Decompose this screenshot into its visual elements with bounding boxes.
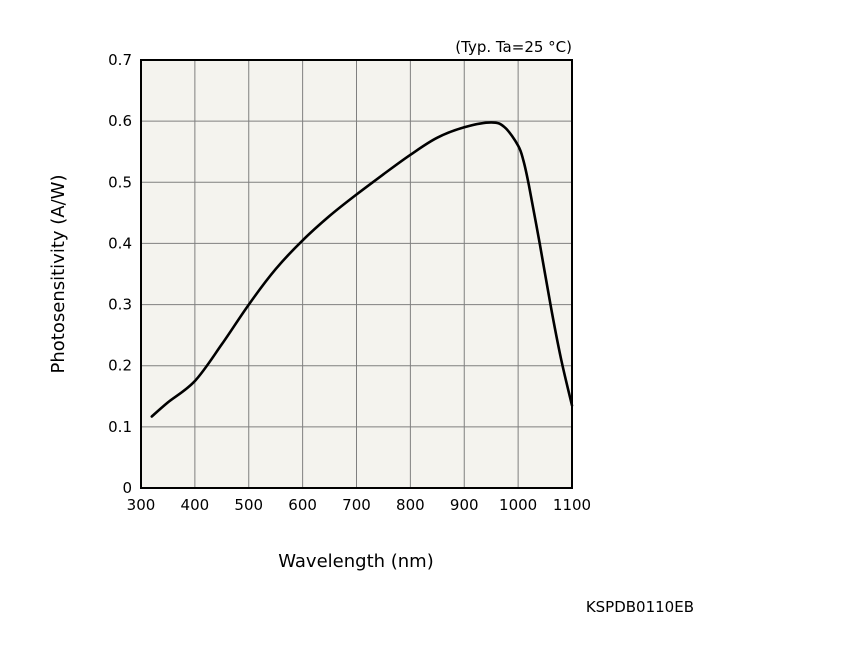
x-tick-label: 400	[181, 496, 210, 514]
x-tick-labels: 300 400 500 600 700 800 900 1000 1100	[127, 496, 591, 514]
x-tick-label: 700	[342, 496, 371, 514]
y-tick-label: 0.2	[108, 357, 132, 375]
y-tick-label: 0.5	[108, 173, 132, 191]
y-axis-label: Photosensitivity (A/W)	[48, 175, 69, 374]
condition-note: (Typ. Ta=25 °C)	[455, 38, 572, 56]
x-tick-label: 900	[450, 496, 479, 514]
x-tick-label: 600	[288, 496, 317, 514]
plot-frame	[140, 59, 573, 489]
figure-code: KSPDB0110EB	[586, 598, 694, 616]
x-tick-label: 1000	[499, 496, 537, 514]
y-tick-labels: 0 0.1 0.2 0.3 0.4 0.5 0.6 0.7	[108, 51, 132, 497]
y-tick-label: 0.4	[108, 234, 132, 252]
y-tick-label: 0.7	[108, 51, 132, 69]
x-tick-label: 800	[396, 496, 425, 514]
y-tick-label: 0.1	[108, 418, 132, 436]
x-axis-label: Wavelength (nm)	[278, 551, 434, 572]
x-tick-label: 300	[127, 496, 156, 514]
x-tick-label: 500	[234, 496, 263, 514]
x-tick-label: 1100	[553, 496, 591, 514]
y-tick-label: 0.6	[108, 112, 132, 130]
y-tick-label: 0	[122, 479, 132, 497]
y-tick-label: 0.3	[108, 296, 132, 314]
series-line	[150, 121, 574, 418]
